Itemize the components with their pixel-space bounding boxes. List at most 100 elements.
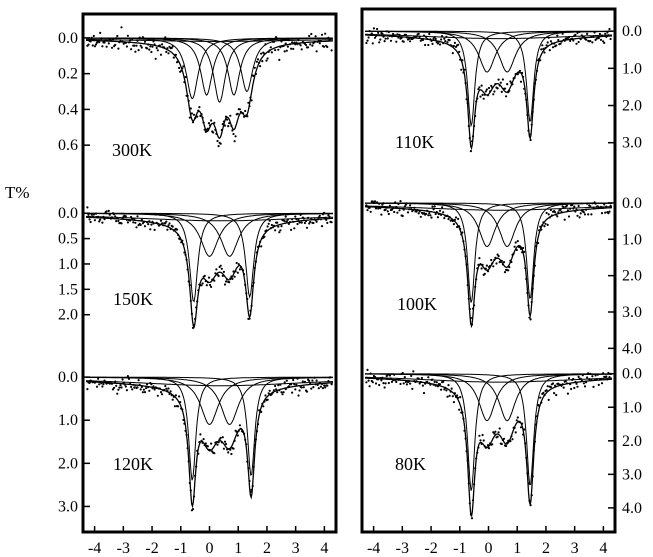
data-point (454, 216, 458, 219)
component-curve (365, 202, 612, 299)
data-point (147, 43, 150, 46)
data-point (451, 52, 454, 55)
x-tick-label: -2 (145, 540, 158, 557)
data-point (99, 218, 102, 221)
data-point (566, 209, 570, 212)
data-point (133, 44, 136, 47)
data-point (168, 392, 171, 396)
data-point (586, 376, 589, 379)
data-point (146, 383, 149, 386)
data-point (117, 219, 120, 222)
data-point (183, 81, 186, 84)
data-point (559, 208, 562, 211)
data-point (413, 206, 416, 209)
data-point (393, 210, 396, 214)
data-point (131, 217, 134, 220)
data-point (578, 216, 581, 219)
component-curve (365, 376, 613, 383)
data-point (304, 43, 308, 47)
data-point (594, 202, 597, 205)
data-point (252, 74, 255, 78)
data-point (567, 36, 571, 39)
data-point (137, 49, 140, 52)
y-tick-label: 1.0 (622, 399, 642, 416)
data-point (324, 386, 327, 389)
data-point (445, 389, 448, 392)
data-point (576, 31, 579, 34)
data-point (457, 43, 460, 46)
data-point (475, 278, 478, 281)
data-point (185, 258, 188, 261)
data-point (461, 59, 464, 62)
data-point (189, 299, 192, 302)
data-point (518, 69, 522, 72)
data-point (89, 220, 92, 224)
data-point (291, 218, 294, 221)
data-point (300, 386, 303, 389)
data-point (220, 128, 223, 132)
data-point (432, 383, 435, 386)
temperature-label: 300K (112, 140, 152, 160)
data-point (399, 200, 402, 203)
data-point (279, 383, 282, 386)
data-point (319, 218, 322, 221)
data-point (531, 110, 534, 113)
data-point (317, 387, 320, 390)
data-point (233, 140, 236, 143)
data-point (170, 46, 173, 50)
data-point (106, 216, 109, 219)
data-point (546, 41, 549, 44)
data-point (473, 304, 476, 307)
x-tick-label: 3 (292, 540, 300, 557)
data-point (487, 86, 491, 90)
data-point (119, 384, 122, 387)
data-point (177, 233, 180, 236)
data-point (555, 393, 558, 397)
spectrum-100K: 0.0 1.0 2.0 3.0 4.0 100K (365, 195, 642, 357)
data-point (324, 216, 327, 219)
data-point (503, 87, 507, 90)
data-point (440, 388, 443, 391)
x-tick-label: -1 (174, 540, 187, 557)
data-point (293, 227, 296, 230)
data-point (246, 297, 249, 301)
data-point (187, 280, 190, 283)
data-point (398, 33, 401, 37)
data-point (153, 388, 156, 391)
data-point (95, 385, 99, 388)
data-point (384, 382, 387, 385)
data-point (384, 37, 387, 40)
data-point (380, 213, 383, 216)
data-point (419, 39, 422, 42)
data-point (231, 277, 234, 280)
data-point (254, 72, 257, 76)
data-point (514, 241, 517, 244)
y-tick-label: 3.0 (622, 135, 642, 152)
data-point (397, 202, 400, 206)
x-tick-label: -4 (88, 540, 101, 557)
data-point (275, 36, 278, 39)
data-point (148, 220, 151, 223)
data-point (490, 258, 493, 262)
data-point (473, 483, 476, 486)
data-point (377, 31, 380, 34)
data-point (461, 411, 464, 414)
data-point (556, 34, 559, 37)
data-point (545, 44, 548, 47)
data-point (435, 381, 438, 384)
data-point (490, 84, 493, 87)
data-point (276, 391, 279, 394)
data-point (238, 424, 241, 427)
data-point (567, 377, 571, 380)
data-point (313, 376, 316, 379)
data-point (604, 211, 607, 214)
data-point (232, 270, 235, 273)
data-point (386, 37, 389, 40)
data-point (575, 382, 578, 385)
data-point (417, 212, 420, 215)
y-tick-label: 1.0 (622, 231, 642, 248)
data-point (546, 385, 549, 388)
data-point (437, 213, 440, 216)
data-point (480, 442, 483, 445)
data-point (266, 225, 269, 228)
